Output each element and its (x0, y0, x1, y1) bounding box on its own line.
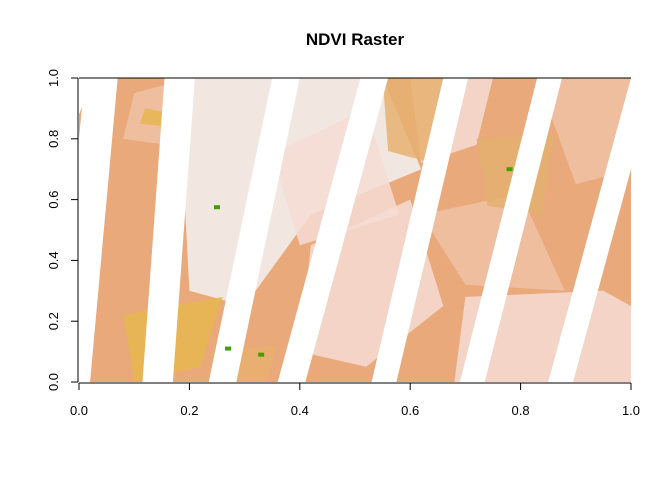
no-data-stripe (208, 78, 300, 382)
y-tick-label: 1.0 (46, 69, 61, 87)
no-data-stripe (459, 78, 562, 382)
axes: 0.0 0.2 0.4 0.6 0.8 1.0 0.0 0.2 0.4 0.6 0.8 1.0 (46, 69, 640, 418)
y-tick-label: 0.6 (46, 191, 61, 209)
high-ndvi-point (506, 167, 513, 172)
x-tick-label: 0.0 (70, 403, 88, 418)
y-tick-label: 0.4 (46, 251, 61, 269)
x-tick-label: 1.0 (622, 403, 640, 418)
x-tick-label: 0.8 (512, 403, 530, 418)
raster-region (537, 78, 631, 185)
no-data-stripe (277, 78, 389, 382)
y-tick-label: 0.8 (46, 130, 61, 148)
x-tick-label: 0.4 (291, 403, 309, 418)
raster-region (421, 193, 565, 291)
high-ndvi-points (214, 167, 513, 357)
no-data-stripe (79, 78, 118, 382)
high-ndvi-point (258, 352, 265, 357)
no-data-stripe (79, 78, 93, 115)
y-tick-label: 0.0 (46, 373, 61, 391)
x-tick-label: 0.6 (401, 403, 419, 418)
no-data-stripe (548, 78, 631, 382)
y-tick-label: 0.2 (46, 312, 61, 330)
x-tick-label: 0.2 (180, 403, 198, 418)
high-ndvi-point (225, 346, 232, 351)
no-data-stripes (79, 78, 631, 382)
high-ndvi-point (214, 205, 220, 210)
chart-title: NDVI Raster (305, 30, 405, 49)
no-data-stripe (142, 78, 195, 382)
no-data-stripe (371, 78, 469, 382)
